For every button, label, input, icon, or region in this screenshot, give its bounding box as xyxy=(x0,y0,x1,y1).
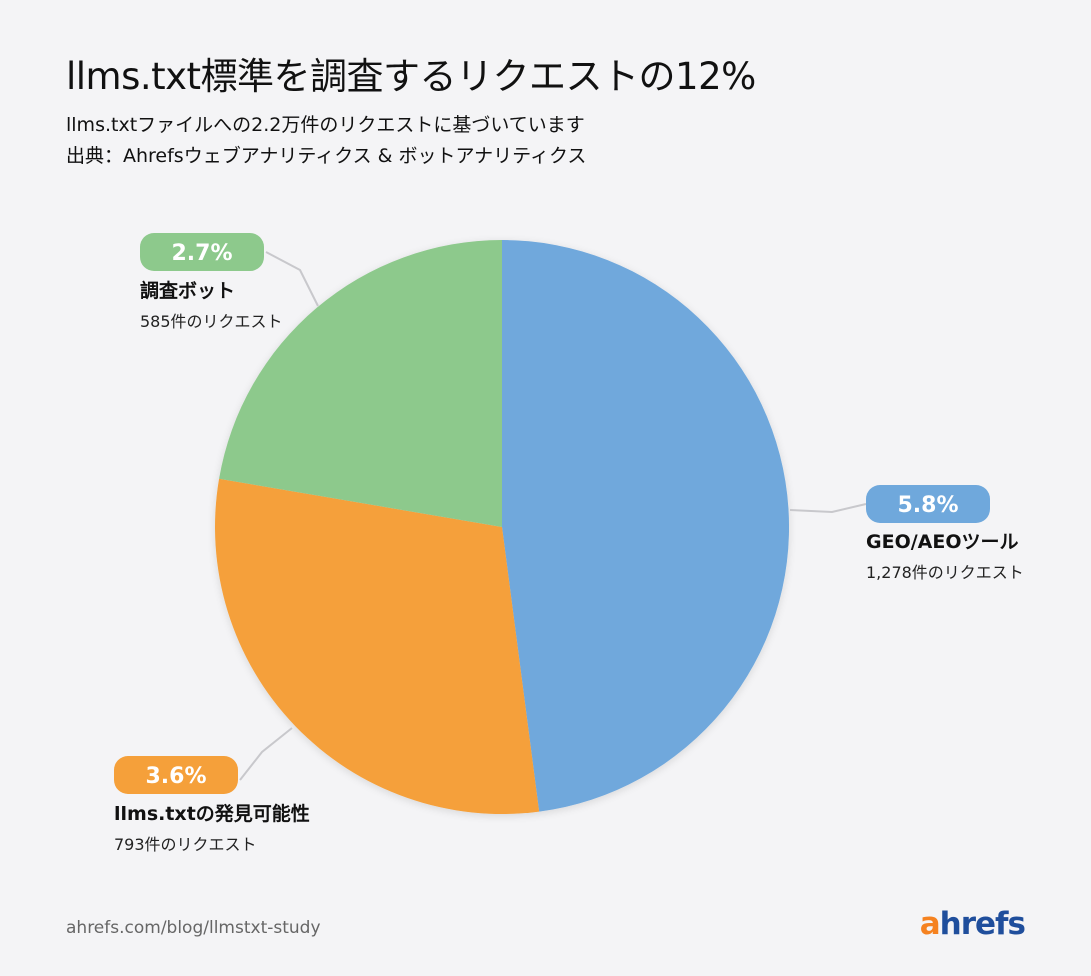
source-url: ahrefs.com/blog/llmstxt-study xyxy=(66,918,321,938)
slice-name-1: GEO/AEOツール xyxy=(866,531,1019,553)
percent-label-1: 5.8% xyxy=(897,493,958,518)
leader-line-3 xyxy=(265,251,319,307)
percent-pill-2 xyxy=(114,756,238,794)
pie-slice-2 xyxy=(215,478,540,815)
chart-subtitle: llms.txtファイルへの2.2万件のリクエストに基づいています 出典：Ahr… xyxy=(66,110,586,172)
percent-label-2: 3.6% xyxy=(145,764,206,789)
slice-count-3: 585件のリクエスト xyxy=(140,312,283,331)
pie-slices xyxy=(215,240,790,815)
percent-pill-1 xyxy=(866,485,990,523)
slice-label-1: 5.8% GEO/AEOツール 1,278件のリクエスト xyxy=(789,485,1024,582)
subtitle-line-source: 出典：Ahrefsウェブアナリティクス & ボットアナリティクス xyxy=(66,145,587,167)
pie-slice-3 xyxy=(219,240,502,527)
subtitle-line-basis: llms.txtファイルへの2.2万件のリクエストに基づいています xyxy=(66,114,585,136)
slice-count-2: 793件のリクエスト xyxy=(114,835,257,854)
percent-pill-3 xyxy=(140,233,264,271)
slice-name-3: 調査ボット xyxy=(140,279,235,302)
logo-a: a xyxy=(919,906,941,942)
slice-count-1: 1,278件のリクエスト xyxy=(866,563,1024,582)
leader-line-2 xyxy=(239,727,293,781)
ahrefs-logo: ahrefs xyxy=(919,906,1026,942)
logo-rest: hrefs xyxy=(939,906,1026,942)
slice-label-3: 2.7% 調査ボット 585件のリクエスト xyxy=(140,233,319,331)
leader-line-1 xyxy=(789,503,867,514)
chart-title: llms.txt標準を調査するリクエストの12% xyxy=(66,55,756,98)
pie-slice-1 xyxy=(502,240,790,812)
percent-label-3: 2.7% xyxy=(171,241,232,266)
slice-name-2: llms.txtの発見可能性 xyxy=(114,802,310,825)
slice-label-2: 3.6% llms.txtの発見可能性 793件のリクエスト xyxy=(114,727,310,854)
